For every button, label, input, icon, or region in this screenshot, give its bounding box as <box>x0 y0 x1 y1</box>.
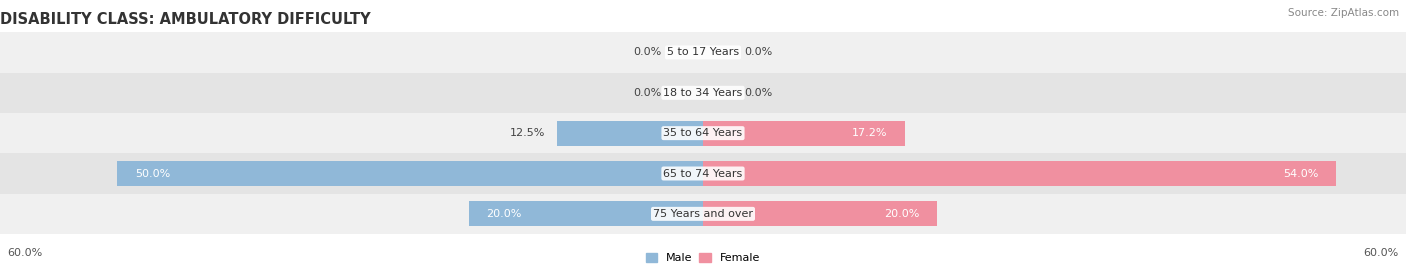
Bar <box>703 201 938 226</box>
Text: 5 to 17 Years: 5 to 17 Years <box>666 47 740 58</box>
Text: 54.0%: 54.0% <box>1282 168 1319 179</box>
Text: 75 Years and over: 75 Years and over <box>652 209 754 219</box>
Text: 0.0%: 0.0% <box>744 88 772 98</box>
Text: 20.0%: 20.0% <box>884 209 920 219</box>
Text: 60.0%: 60.0% <box>1364 248 1399 258</box>
Bar <box>0 113 1406 153</box>
Text: 65 to 74 Years: 65 to 74 Years <box>664 168 742 179</box>
Bar <box>703 161 1336 186</box>
Text: DISABILITY CLASS: AMBULATORY DIFFICULTY: DISABILITY CLASS: AMBULATORY DIFFICULTY <box>0 12 371 27</box>
Bar <box>0 73 1406 113</box>
Bar <box>468 201 703 226</box>
Bar <box>0 153 1406 194</box>
Legend: Male, Female: Male, Female <box>647 253 759 263</box>
Text: Source: ZipAtlas.com: Source: ZipAtlas.com <box>1288 8 1399 18</box>
Text: 50.0%: 50.0% <box>135 168 170 179</box>
Bar <box>703 121 904 146</box>
Bar <box>117 161 703 186</box>
Text: 0.0%: 0.0% <box>634 47 662 58</box>
Text: 0.0%: 0.0% <box>744 47 772 58</box>
Bar <box>0 194 1406 234</box>
Text: 18 to 34 Years: 18 to 34 Years <box>664 88 742 98</box>
Bar <box>557 121 703 146</box>
Bar <box>0 32 1406 73</box>
Text: 60.0%: 60.0% <box>7 248 42 258</box>
Text: 35 to 64 Years: 35 to 64 Years <box>664 128 742 138</box>
Text: 20.0%: 20.0% <box>486 209 522 219</box>
Text: 12.5%: 12.5% <box>509 128 546 138</box>
Text: 17.2%: 17.2% <box>852 128 887 138</box>
Text: 0.0%: 0.0% <box>634 88 662 98</box>
